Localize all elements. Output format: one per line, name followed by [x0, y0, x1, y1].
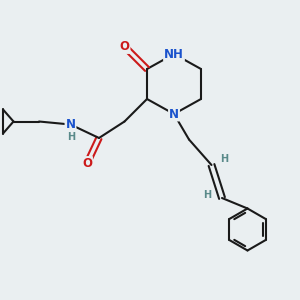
Text: NH: NH	[164, 47, 184, 61]
Text: H: H	[203, 190, 212, 200]
Text: N: N	[65, 118, 76, 131]
Text: O: O	[82, 157, 92, 170]
Text: H: H	[67, 132, 75, 142]
Text: N: N	[169, 107, 179, 121]
Text: H: H	[220, 154, 228, 164]
Text: O: O	[119, 40, 130, 53]
